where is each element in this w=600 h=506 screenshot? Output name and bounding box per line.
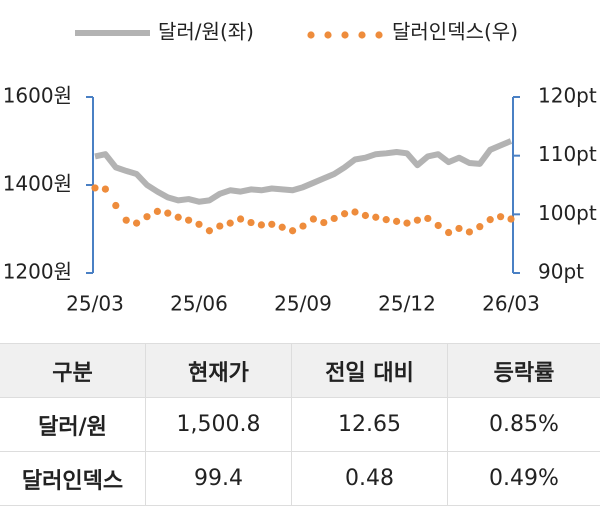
x-tick-label: 25/06 — [170, 292, 228, 316]
dot — [289, 227, 296, 234]
dot — [154, 208, 161, 215]
dot — [175, 214, 182, 221]
cell: 0.85% — [448, 398, 600, 452]
header-row: 구분 현재가 전일 대비 등락률 — [0, 344, 600, 398]
legend-swatch — [358, 31, 365, 38]
x-tick-label: 26/03 — [482, 292, 540, 316]
legend-label: 달러/원(좌) — [158, 20, 254, 44]
dot — [237, 215, 244, 222]
dot — [310, 215, 317, 222]
dot — [362, 212, 369, 219]
cell: 0.48 — [292, 452, 448, 506]
dot — [497, 213, 504, 220]
x-tick-label: 25/03 — [66, 292, 124, 316]
dot — [185, 217, 192, 224]
dot — [133, 220, 140, 227]
dot — [341, 210, 348, 217]
dot — [195, 221, 202, 228]
dot — [445, 229, 452, 236]
cell: 99.4 — [146, 452, 292, 506]
cell: 달러/원 — [0, 398, 146, 452]
y2-tick-label: 90pt — [538, 260, 584, 284]
dot — [216, 222, 223, 229]
chart: 1200원 1400원 1600원 90pt 100pt 110pt 120pt 25/03 2… — [0, 0, 600, 340]
header-cell: 등락률 — [448, 344, 600, 398]
legend-swatch — [324, 31, 331, 38]
dot — [123, 217, 130, 224]
legend-swatch — [341, 31, 348, 38]
dot — [91, 184, 98, 191]
y2-tick-label: 110pt — [538, 142, 597, 166]
dot — [372, 214, 379, 221]
dot — [424, 215, 431, 222]
line-series — [95, 141, 511, 202]
y-tick-label: 1600원 — [3, 84, 72, 108]
cell: 달러인덱스 — [0, 452, 146, 506]
dot — [268, 221, 275, 228]
dot — [320, 219, 327, 226]
dot — [299, 222, 306, 229]
dot — [258, 221, 265, 228]
dot — [383, 216, 390, 223]
dot — [393, 218, 400, 225]
dot — [351, 208, 358, 215]
dot — [227, 220, 234, 227]
y-tick-label: 1400원 — [3, 172, 72, 196]
dot — [102, 186, 109, 193]
cell: 1,500.8 — [146, 398, 292, 452]
header-cell: 현재가 — [146, 344, 292, 398]
dot — [206, 227, 213, 234]
dot — [466, 228, 473, 235]
dot — [331, 215, 338, 222]
y2-tick-label: 120pt — [538, 84, 597, 108]
legend-swatch — [375, 31, 382, 38]
legend-label: 달러인덱스(우) — [392, 20, 518, 44]
quote-table: 구분 현재가 전일 대비 등락률 달러/원 1,500.8 12.65 0.85… — [0, 343, 600, 506]
dot — [487, 216, 494, 223]
y-tick-label: 1200원 — [3, 260, 72, 284]
dot — [507, 215, 514, 222]
y2-tick-label: 100pt — [538, 201, 597, 225]
row: 달러인덱스 99.4 0.48 0.49% — [0, 452, 600, 506]
dot — [455, 225, 462, 232]
header-cell: 구분 — [0, 344, 146, 398]
dot — [414, 217, 421, 224]
dot — [476, 223, 483, 230]
x-tick-label: 25/09 — [274, 292, 332, 316]
header-cell: 전일 대비 — [292, 344, 448, 398]
cell: 12.65 — [292, 398, 448, 452]
dot — [143, 213, 150, 220]
row: 달러/원 1,500.8 12.65 0.85% — [0, 398, 600, 452]
dot — [164, 210, 171, 217]
dot — [403, 220, 410, 227]
dot — [112, 202, 119, 209]
dot — [435, 222, 442, 229]
dot — [247, 219, 254, 226]
dot — [279, 224, 286, 231]
cell: 0.49% — [448, 452, 600, 506]
legend-swatch — [307, 31, 314, 38]
x-tick-label: 25/12 — [378, 292, 436, 316]
